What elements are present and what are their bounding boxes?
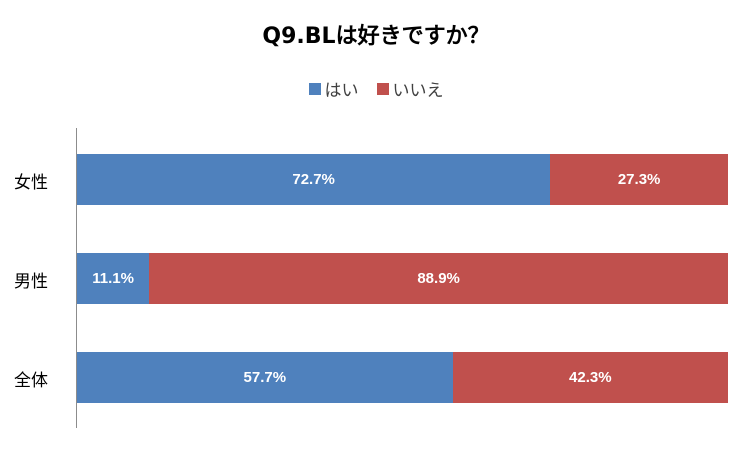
legend-label-no: いいえ xyxy=(392,81,444,101)
bar-total: 57.7% 42.3% xyxy=(77,352,728,403)
category-label-female: 女性 xyxy=(14,173,48,193)
legend-item-yes: はい xyxy=(308,76,359,101)
legend-label-yes: はい xyxy=(324,81,359,101)
chart-title: Q9.BLは好きですか？ xyxy=(262,24,490,49)
bar-male: 11.1% 88.9% xyxy=(77,253,728,304)
legend-swatch-yes xyxy=(308,82,321,95)
bar-female: 72.7% 27.3% xyxy=(77,154,728,205)
legend-item-no: いいえ xyxy=(376,76,444,101)
bar-segment-no: 27.3% xyxy=(550,154,728,205)
bar-segment-yes: 57.7% xyxy=(77,352,453,403)
bar-segment-yes: 72.7% xyxy=(77,154,551,205)
legend: はい いいえ xyxy=(0,76,752,101)
category-label-total: 全体 xyxy=(14,371,48,391)
bar-segment-no: 42.3% xyxy=(452,352,728,403)
category-axis-line xyxy=(76,128,77,428)
legend-swatch-no xyxy=(376,82,389,95)
bar-segment-no: 88.9% xyxy=(149,253,728,304)
bar-segment-yes: 11.1% xyxy=(77,253,150,304)
category-label-male: 男性 xyxy=(14,272,48,292)
